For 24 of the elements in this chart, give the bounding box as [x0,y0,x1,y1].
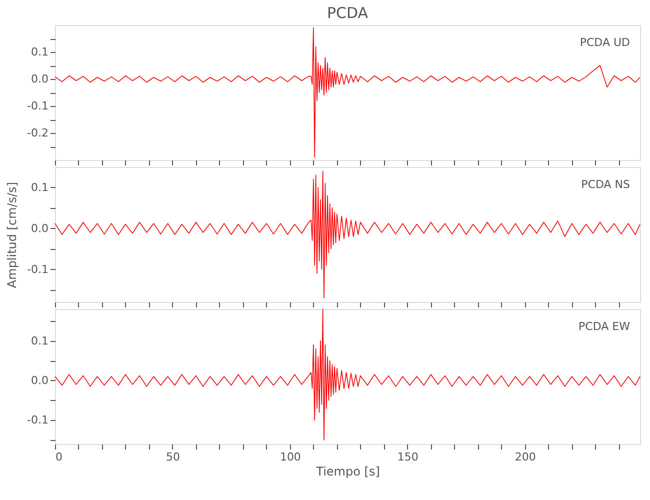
y-tick-label: 0.0 [31,374,48,387]
line-series [54,170,640,298]
line-series [54,27,640,158]
y-tick-label: -0.2 [27,126,48,140]
x-axis-title: Tiempo [s] [315,464,380,478]
x-tick-label: 50 [166,450,180,464]
annotation: PCDA EW [578,320,630,333]
x-tick-label: 0 [56,450,62,464]
x-tick-label: 200 [514,450,536,464]
y-tick-label: 0.0 [31,72,48,86]
x-tick-label: 100 [280,450,301,464]
annotation: PCDA UD [580,36,630,49]
y-tick-label: -0.1 [27,262,48,276]
annotation: PCDA NS [581,178,630,191]
y-tick-label: 0.1 [31,46,48,58]
y-axis-title: Amplitud [cm/s/s] [5,182,20,288]
chart-title: PCDA [326,4,369,22]
y-tick-label: 0.1 [31,180,48,194]
y-tick-label: -0.1 [27,414,48,427]
y-tick-label: -0.1 [27,100,48,112]
y-tick-label: 0.0 [31,222,48,235]
line-series [54,308,640,440]
x-tick-label: 150 [397,450,418,464]
y-tick-label: 0.1 [31,334,48,348]
